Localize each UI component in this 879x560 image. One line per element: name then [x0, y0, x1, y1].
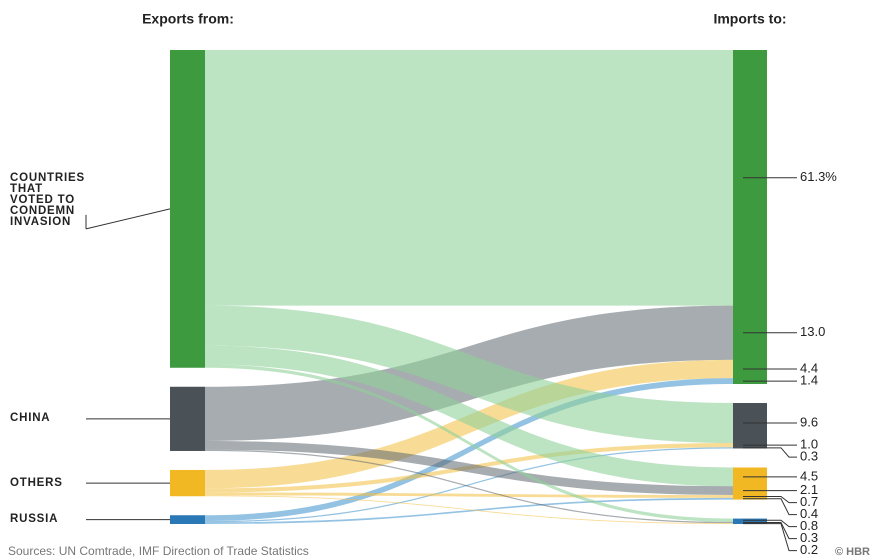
source-node — [170, 469, 205, 497]
source-node — [170, 386, 205, 451]
flow — [205, 440, 733, 495]
target-node — [733, 467, 767, 500]
label-leader — [743, 523, 797, 552]
target-node — [733, 518, 767, 524]
flow — [205, 447, 733, 523]
flow — [205, 495, 733, 524]
value-label: 1.4 — [800, 373, 818, 388]
label-leader — [743, 498, 797, 516]
value-label: 0.3 — [800, 449, 818, 464]
label-leader — [743, 495, 797, 504]
flow — [205, 345, 733, 487]
credit: © HBR — [835, 546, 870, 558]
value-label: 4.4 — [800, 360, 818, 375]
value-label: 1.0 — [800, 437, 818, 452]
value-label: 0.4 — [800, 506, 818, 521]
source-node — [170, 50, 205, 368]
label-leader — [743, 447, 797, 458]
right-header: Imports to: — [713, 11, 786, 27]
flow — [205, 497, 733, 524]
value-label: 9.6 — [800, 414, 818, 429]
label-leader — [743, 522, 797, 540]
flow — [205, 50, 733, 306]
node-label: COUNTRIES THAT VOTED TO CONDEMN INVASION — [10, 172, 85, 229]
flow — [205, 364, 733, 522]
links — [205, 50, 733, 524]
value-label: 61.3% — [800, 169, 837, 184]
left-header: Exports from: — [142, 11, 234, 27]
node-label: CHINA — [10, 412, 51, 425]
target-node — [733, 403, 767, 449]
value-label: 0.8 — [800, 518, 818, 533]
flow — [205, 378, 733, 522]
source-note: Sources: UN Comtrade, IMF Direction of T… — [8, 544, 309, 558]
value-label: 0.7 — [800, 494, 818, 509]
label-leader — [743, 519, 797, 528]
node-label: OTHERS — [10, 476, 63, 489]
flow — [205, 449, 733, 524]
target-node — [733, 50, 767, 385]
source-node — [170, 515, 205, 524]
value-label: 0.2 — [800, 542, 818, 557]
value-label: 13.0 — [800, 324, 825, 339]
flow — [205, 305, 733, 444]
node-label: RUSSIA — [10, 513, 59, 526]
value-label: 4.5 — [800, 468, 818, 483]
flow — [205, 492, 733, 498]
leader-line — [85, 208, 171, 230]
value-label: 2.1 — [800, 482, 818, 497]
value-label: 0.3 — [800, 530, 818, 545]
